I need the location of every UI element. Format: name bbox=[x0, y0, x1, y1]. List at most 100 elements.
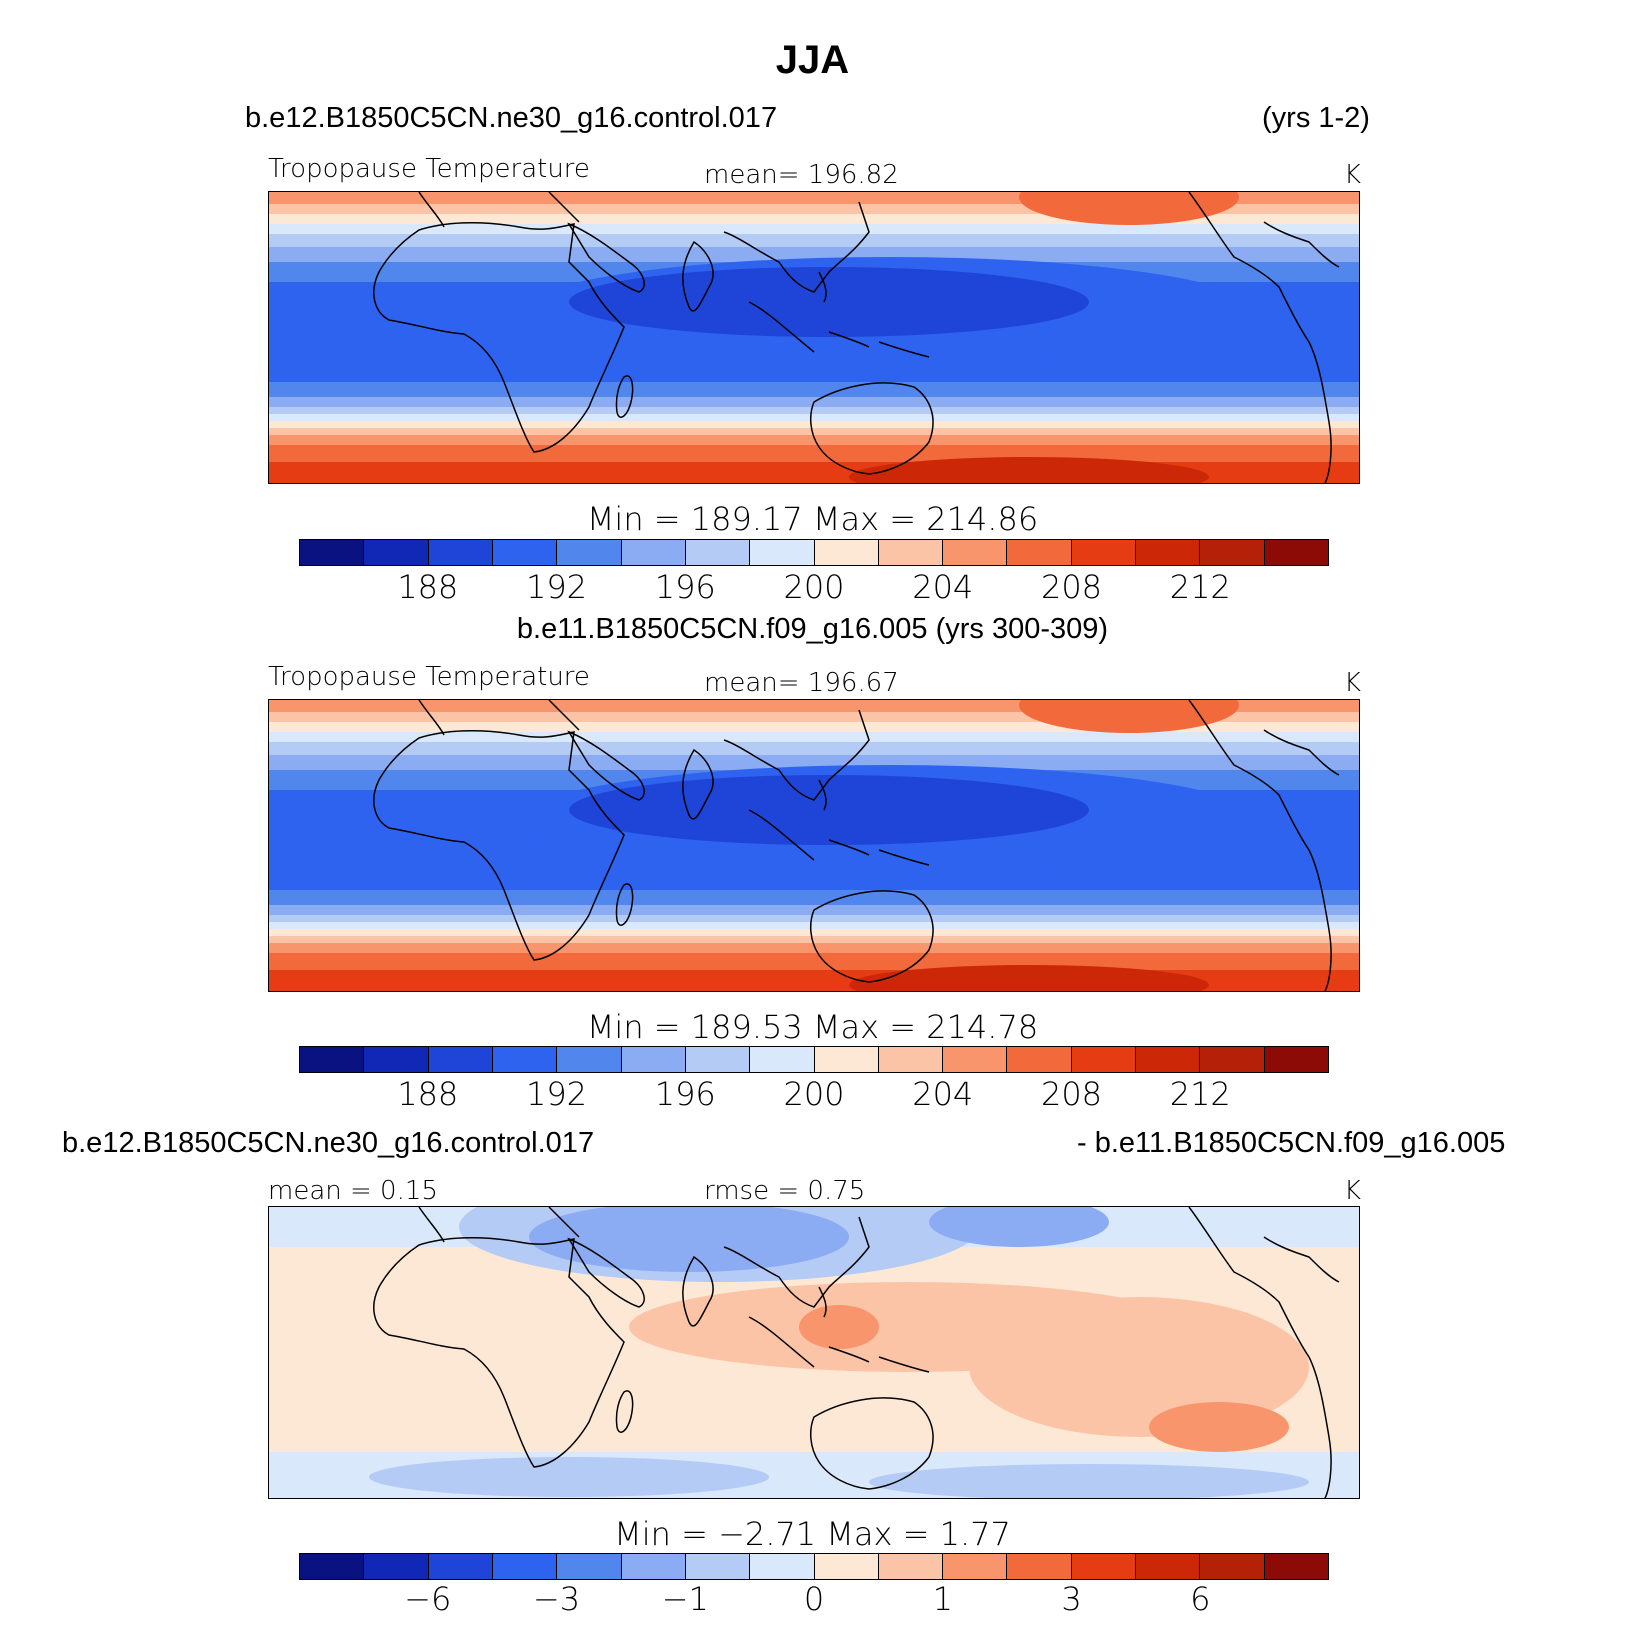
coastline bbox=[567, 222, 645, 293]
warm-patch bbox=[849, 965, 1209, 991]
colorbar-tick-label: 3 bbox=[1061, 1580, 1082, 1618]
coastline bbox=[809, 890, 934, 983]
coastline bbox=[818, 271, 827, 303]
panel3-rmse-label: rmse = 0.75 bbox=[704, 1176, 866, 1206]
coastline bbox=[818, 779, 827, 811]
panel3-subtracted-case: - b.e11.B1850C5CN.f09_g16.005 bbox=[1077, 1127, 1506, 1159]
coldest-core bbox=[569, 267, 1089, 337]
colorbar-swatch bbox=[814, 540, 879, 565]
coastline bbox=[1263, 221, 1340, 268]
panel1-years: (yrs 1-2) bbox=[1262, 102, 1370, 134]
coastline bbox=[748, 809, 930, 866]
colorbar-tick-label: 1 bbox=[932, 1580, 953, 1618]
contour-band bbox=[269, 445, 1359, 462]
contour-band bbox=[269, 722, 1359, 732]
panel3-mean-label: mean = 0.15 bbox=[268, 1176, 438, 1206]
coastline bbox=[373, 730, 625, 961]
colorbar-swatch bbox=[300, 540, 365, 565]
coastline bbox=[615, 375, 634, 418]
colorbar-tick-label: 196 bbox=[654, 568, 716, 606]
colorbar-swatch bbox=[621, 1047, 686, 1072]
contour-band bbox=[269, 732, 1359, 742]
colorbar-swatch bbox=[1007, 1554, 1072, 1579]
colorbar-tick-label: 200 bbox=[783, 568, 845, 606]
warm-patch bbox=[1019, 700, 1239, 733]
coastline bbox=[373, 222, 625, 453]
colorbar-swatch bbox=[300, 1047, 365, 1072]
colorbar-swatch bbox=[492, 1047, 558, 1072]
panel3-case-name: b.e12.B1850C5CN.ne30_g16.control.017 bbox=[62, 1127, 595, 1159]
coastline bbox=[373, 1237, 625, 1468]
colorbar-swatch bbox=[878, 540, 944, 565]
panel1-mean-label: mean= 196.82 bbox=[704, 160, 899, 190]
positive-region bbox=[799, 1305, 879, 1349]
coldest-core bbox=[569, 775, 1089, 845]
warm-patch bbox=[849, 457, 1209, 483]
colorbar-swatch bbox=[1007, 540, 1072, 565]
colorbar-swatch bbox=[300, 1554, 365, 1579]
panel3-colorbar bbox=[299, 1553, 1329, 1580]
colorbar-swatch bbox=[878, 1047, 944, 1072]
panel3-min-max: Min = −2.71 Max = 1.77 bbox=[614, 1515, 1011, 1553]
colorbar-swatch bbox=[428, 1047, 493, 1072]
coastline bbox=[1188, 192, 1332, 483]
colorbar-swatch bbox=[878, 1554, 944, 1579]
colorbar-swatch bbox=[1071, 540, 1137, 565]
figure-title: JJA bbox=[775, 38, 850, 82]
contour-band bbox=[269, 234, 1359, 247]
panel3-map bbox=[268, 1206, 1360, 1499]
contour-band bbox=[269, 224, 1359, 234]
colorbar-tick-label: 208 bbox=[1040, 1075, 1103, 1113]
positive-region bbox=[969, 1297, 1309, 1437]
contour-band bbox=[269, 414, 1359, 421]
panel1-colorbar bbox=[299, 539, 1329, 566]
colorbar-swatch bbox=[750, 540, 815, 565]
panel2-mean-label: mean= 196.67 bbox=[704, 668, 899, 698]
colorbar-swatch bbox=[814, 1047, 879, 1072]
colorbar-swatch bbox=[1007, 1047, 1072, 1072]
colorbar-swatch bbox=[943, 1047, 1008, 1072]
contour-band bbox=[269, 922, 1359, 929]
colorbar-tick-label: 204 bbox=[912, 568, 974, 606]
colorbar-swatch bbox=[943, 540, 1008, 565]
colorbar-swatch bbox=[685, 1554, 751, 1579]
contour-band bbox=[269, 407, 1359, 414]
contour-band bbox=[269, 742, 1359, 755]
panel2-variable-label: Tropopause Temperature bbox=[268, 662, 590, 692]
colorbar-swatch bbox=[557, 1554, 622, 1579]
negative-region bbox=[869, 1464, 1309, 1498]
negative-region bbox=[529, 1207, 849, 1272]
contour-band bbox=[269, 247, 1359, 262]
colorbar-tick-label: 6 bbox=[1190, 1580, 1211, 1618]
coastline bbox=[809, 382, 934, 475]
contour-band bbox=[269, 421, 1359, 428]
colorbar-tick-label: 188 bbox=[397, 568, 459, 606]
colorbar-swatch bbox=[621, 1554, 686, 1579]
coastline bbox=[418, 192, 580, 228]
colorbar-tick-label: 208 bbox=[1040, 568, 1103, 606]
coastline bbox=[748, 301, 930, 358]
colorbar-swatch bbox=[1200, 1554, 1265, 1579]
panel1-units-label: K bbox=[1344, 160, 1362, 190]
coastline bbox=[723, 1216, 870, 1308]
warm-patch bbox=[1019, 192, 1239, 225]
colorbar-tick-label: 200 bbox=[783, 1075, 845, 1113]
colorbar-swatch bbox=[1264, 540, 1328, 565]
colorbar-swatch bbox=[492, 540, 558, 565]
panel2-units-label: K bbox=[1344, 668, 1362, 698]
contour-band bbox=[269, 712, 1359, 722]
colorbar-swatch bbox=[428, 1554, 493, 1579]
coastline bbox=[682, 1255, 714, 1327]
coastline bbox=[818, 1286, 827, 1318]
contour-band bbox=[269, 936, 1359, 943]
coastline bbox=[418, 1207, 580, 1243]
colorbar-tick-label: 204 bbox=[912, 1075, 974, 1113]
coastline bbox=[567, 730, 645, 801]
colorbar-swatch bbox=[943, 1554, 1008, 1579]
coastline bbox=[1263, 729, 1340, 776]
contour-band bbox=[269, 755, 1359, 770]
panel1-variable-label: Tropopause Temperature bbox=[268, 154, 590, 184]
coastline bbox=[748, 1316, 930, 1373]
colorbar-tick-label: −1 bbox=[661, 1580, 709, 1618]
contour-band bbox=[269, 428, 1359, 435]
